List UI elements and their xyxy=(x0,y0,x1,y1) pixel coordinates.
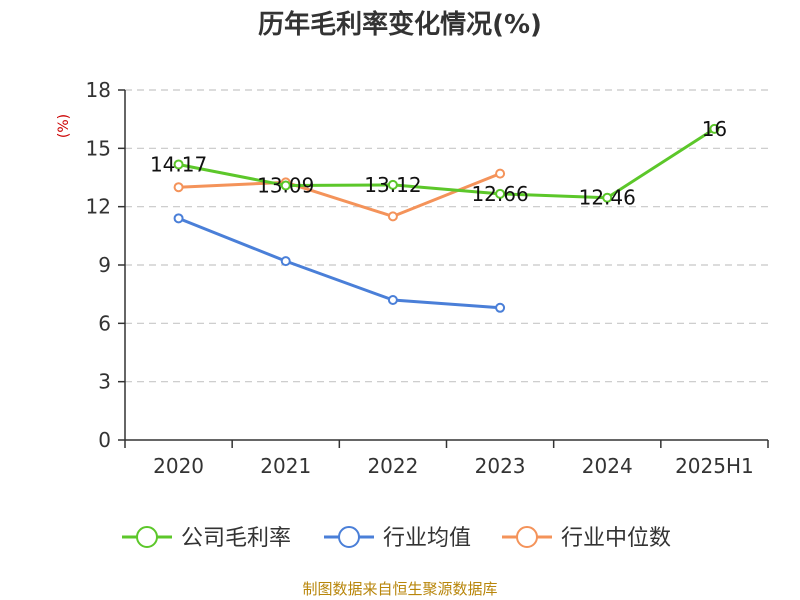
legend-item[interactable]: 公司毛利率 xyxy=(122,526,291,551)
y-tick-label: 15 xyxy=(86,136,111,160)
series-line xyxy=(178,172,501,218)
data-label: 13.09 xyxy=(257,173,314,197)
data-point[interactable] xyxy=(173,213,184,224)
y-tick-label: 9 xyxy=(98,253,111,277)
data-label: 13.12 xyxy=(364,173,421,197)
legend-marker xyxy=(136,526,158,548)
data-point[interactable] xyxy=(280,180,291,191)
series xyxy=(173,123,720,313)
data-label: 14.17 xyxy=(150,152,207,176)
data-label: 16 xyxy=(702,117,727,141)
data-labels: 14.17 13.09 13.12 12.66 12.46 16 xyxy=(150,117,727,210)
legend-label: 公司毛利率 xyxy=(181,526,291,551)
source-note: 制图数据来自恒生聚源数据库 xyxy=(302,580,497,598)
data-point[interactable] xyxy=(387,295,398,305)
legend-marker xyxy=(516,526,538,548)
series-line xyxy=(178,216,501,310)
data-point[interactable] xyxy=(280,256,291,267)
data-point[interactable] xyxy=(173,182,184,193)
y-tick-label: 0 xyxy=(98,428,111,452)
data-label: 12.66 xyxy=(471,182,528,206)
data-point[interactable] xyxy=(602,192,613,203)
data-label: 12.46 xyxy=(579,186,636,210)
data-point[interactable] xyxy=(173,159,184,170)
legend-label: 行业均值 xyxy=(383,526,471,551)
x-tick-label: 2024 xyxy=(582,454,633,478)
data-point[interactable] xyxy=(495,302,506,313)
y-tick-label: 3 xyxy=(98,370,111,394)
y-tick-label: 6 xyxy=(98,311,111,335)
series-line xyxy=(178,127,716,200)
x-tick-label: 2025H1 xyxy=(675,454,754,478)
chart-title: 历年毛利率变化情况(%) xyxy=(258,9,542,40)
y-tick-label: 18 xyxy=(86,78,111,102)
legend-item[interactable]: 行业均值 xyxy=(324,526,471,551)
legend-item[interactable]: 行业中位数 xyxy=(502,526,671,551)
data-point[interactable] xyxy=(709,123,720,134)
x-tick-label: 2023 xyxy=(475,454,526,478)
data-point[interactable] xyxy=(495,188,506,199)
data-point[interactable] xyxy=(387,179,398,190)
y-axis-label: (%) xyxy=(56,114,72,138)
legend-label: 行业中位数 xyxy=(561,526,671,551)
x-tick-label: 2020 xyxy=(153,454,204,478)
x-tick-label: 2022 xyxy=(367,454,418,478)
data-point[interactable] xyxy=(495,168,506,179)
legend[interactable]: 公司毛利率 行业均值 行业中位数 xyxy=(122,526,671,551)
legend-marker xyxy=(338,526,360,548)
y-tick-label: 12 xyxy=(86,195,111,219)
data-point[interactable] xyxy=(387,211,398,222)
x-tick-label: 2021 xyxy=(260,454,311,478)
axes: 0 3 6 9 12 15 18 2020 2021 2022 2023 2024 2025H1 xyxy=(86,78,769,478)
